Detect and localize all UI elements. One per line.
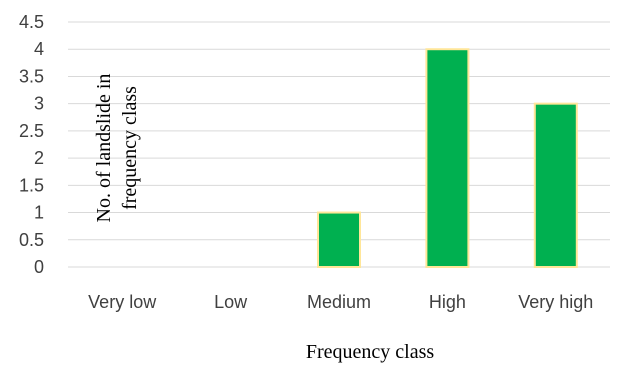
y-axis-title-line-2: frequency class bbox=[119, 86, 141, 210]
y-axis-title-line-1: No. of landslide in bbox=[93, 74, 115, 223]
bars bbox=[317, 48, 578, 268]
y-tick-label: 3.5 bbox=[19, 66, 44, 86]
x-tick-label: Low bbox=[214, 292, 248, 312]
bar-very-high bbox=[533, 102, 578, 268]
y-tick-label: 0.5 bbox=[19, 230, 44, 250]
y-tick-label: 0 bbox=[34, 257, 44, 277]
x-tick-label: Very high bbox=[518, 292, 593, 312]
bar-medium bbox=[317, 211, 361, 268]
y-tick-label: 2 bbox=[34, 148, 44, 168]
x-tick-label: High bbox=[429, 292, 466, 312]
x-axis-ticks: Very low Low Medium High Very high bbox=[88, 292, 593, 312]
y-tick-label: 1 bbox=[34, 203, 44, 223]
bar-high bbox=[425, 48, 470, 268]
x-axis-title: Frequency class bbox=[306, 341, 435, 363]
x-tick-label: Very low bbox=[88, 292, 157, 312]
y-tick-label: 1.5 bbox=[19, 175, 44, 195]
y-axis-ticks: 0 0.5 1 1.5 2 2.5 3 3.5 4 4.5 bbox=[19, 12, 44, 277]
y-tick-label: 2.5 bbox=[19, 121, 44, 141]
x-tick-label: Medium bbox=[307, 292, 371, 312]
y-tick-label: 3 bbox=[34, 94, 44, 114]
y-tick-label: 4 bbox=[34, 39, 44, 59]
gridlines bbox=[68, 21, 610, 268]
y-tick-label: 4.5 bbox=[19, 12, 44, 32]
